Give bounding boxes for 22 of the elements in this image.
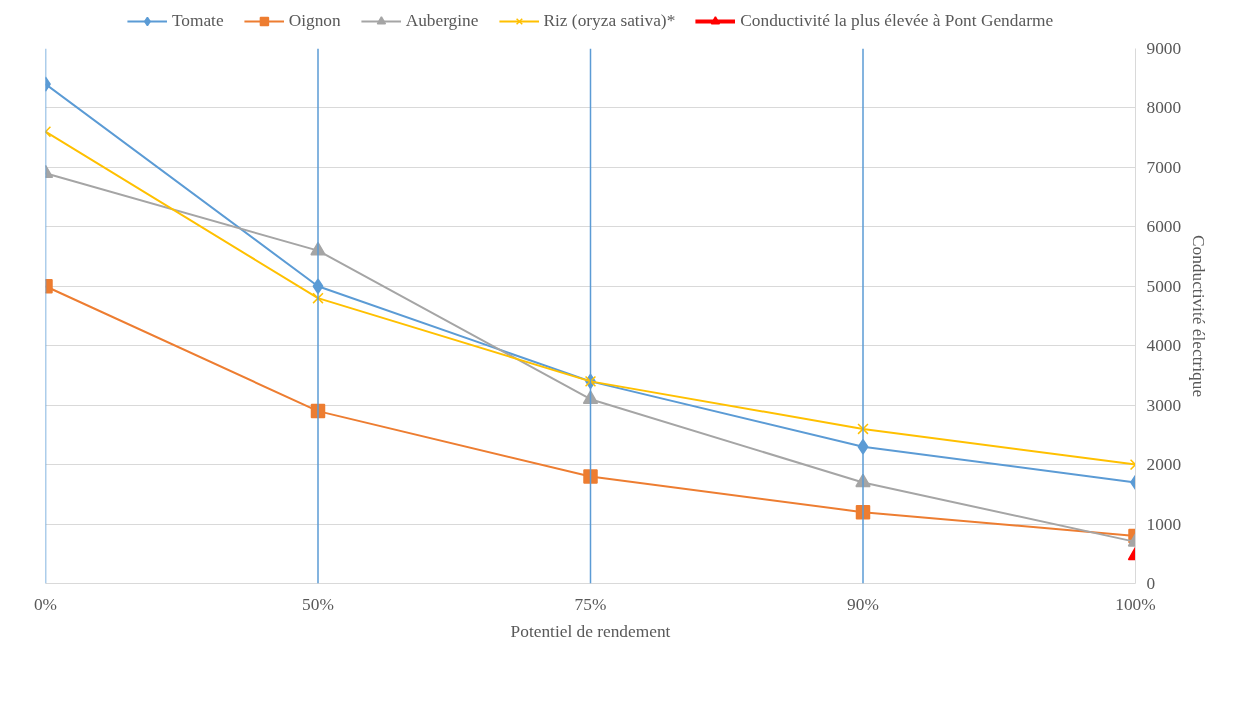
y-axis-title: Conductivité électrique [1189, 234, 1209, 398]
y-tick-label: 0 [1146, 574, 1156, 593]
x-axis-title: Potentiel de rendement [510, 621, 671, 641]
y-tick-label: 9000 [1146, 39, 1182, 58]
legend-label: Aubergine [405, 11, 479, 31]
x-tick-label: 0% [33, 594, 58, 614]
legend-label: Tomate [171, 11, 224, 31]
legend-label: Oignon [288, 11, 341, 31]
legend-label: Riz (oryza sativa)* [543, 11, 676, 31]
y-tick-label: 6000 [1146, 217, 1182, 237]
y-tick-label: 7000 [1146, 157, 1182, 177]
y-tick-label: 8000 [1146, 98, 1182, 118]
y-tick-label: 4000 [1146, 336, 1182, 356]
y-tick-label: 2000 [1146, 455, 1182, 475]
x-tick-label: 75% [574, 594, 607, 614]
y-tick-label: 1000 [1146, 514, 1182, 534]
x-tick-label: 50% [302, 594, 334, 614]
y-tick-label: 3000 [1146, 395, 1182, 415]
legend-label: Conductivité la plus élevée à Pont Gendarme [740, 11, 1054, 31]
x-tick-label: 90% [847, 594, 879, 614]
y-tick-label: 5000 [1146, 276, 1182, 296]
x-tick-label: 100% [1115, 594, 1156, 614]
